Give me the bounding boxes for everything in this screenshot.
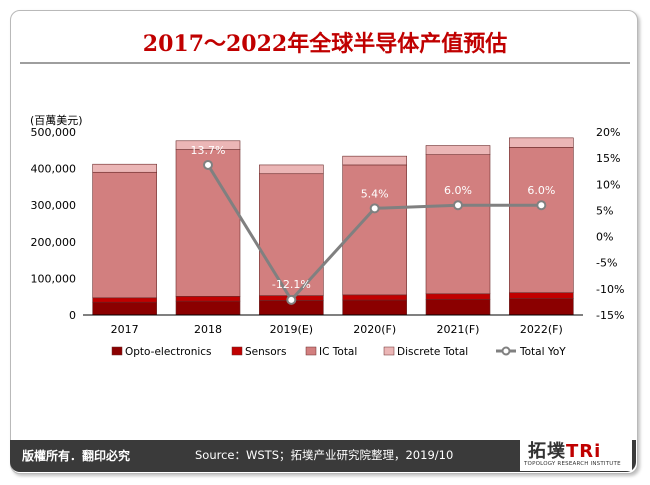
logo-text: 拓墣 (528, 441, 566, 462)
y-tick-label: 500,000 (31, 126, 77, 139)
legend-label: Total YoY (519, 346, 566, 358)
y2-tick-label: 20% (596, 126, 620, 139)
legend-marker (501, 346, 511, 356)
x-tick-label: 2019(E) (270, 323, 314, 336)
x-tick-label: 2022(F) (520, 323, 563, 336)
yoy-data-label: 6.0% (527, 184, 555, 197)
yoy-data-label: -12.1% (272, 278, 311, 291)
y2-tick-label: 15% (596, 152, 620, 165)
bar-segment (92, 297, 157, 303)
copyright-notice: 版權所有．翻印必究 (22, 449, 131, 463)
bar-segment (509, 298, 574, 316)
bar-segment (509, 292, 574, 299)
bar-segment (259, 164, 324, 175)
y-axis-label: (百萬美元) (30, 114, 83, 127)
yoy-point (203, 159, 213, 170)
yoy-point (286, 294, 297, 305)
legend-label: Opto-electronics (125, 346, 212, 358)
bar-segment (425, 154, 491, 295)
bar-segment (509, 147, 574, 293)
tri-logo: 拓墣TRi (528, 437, 601, 463)
yoy-data-label: 13.7% (191, 144, 226, 157)
bar-segment (92, 301, 157, 316)
yoy-point (536, 200, 547, 211)
y2-tick-label: -5% (596, 257, 617, 270)
legend-swatch (111, 346, 123, 356)
legend-label: IC Total (319, 346, 357, 358)
title-divider (20, 62, 630, 64)
logo-background (520, 437, 632, 471)
bar-segment (342, 299, 407, 316)
logo-subtitle: TOPOLOGY RESEARCH INSTITUTE (524, 461, 621, 467)
legend-label: Discrete Total (397, 346, 468, 358)
yoy-data-label: 5.4% (361, 187, 389, 200)
bar-segment (342, 294, 407, 301)
bar-segment (509, 137, 574, 148)
y2-tick-label: 5% (596, 204, 613, 217)
bar-segment (342, 155, 407, 166)
bar-segment (175, 296, 241, 302)
legend-swatch (231, 346, 243, 356)
legend-swatch (383, 346, 395, 356)
y-tick-label: 0 (69, 309, 76, 322)
y2-tick-label: -15% (596, 309, 624, 322)
x-tick-label: 2021(F) (437, 323, 480, 336)
bar-segment (175, 140, 241, 150)
bar-segment (92, 163, 157, 173)
legend-label: Sensors (245, 346, 286, 358)
yoy-point (453, 200, 463, 211)
yoy-data-label: 6.0% (444, 184, 472, 197)
y-tick-label: 300,000 (31, 199, 77, 212)
bar-segment (425, 145, 491, 155)
x-tick-label: 2018 (194, 323, 222, 336)
yoy-point (369, 203, 380, 214)
y2-tick-label: 0% (596, 231, 613, 244)
x-tick-label: 2017 (111, 323, 139, 336)
bar-segment (175, 149, 241, 297)
y-tick-label: 400,000 (31, 163, 77, 176)
legend-swatch (305, 346, 317, 356)
bar-segment (425, 298, 491, 316)
logo-tri-text: TRi (566, 441, 602, 462)
y2-tick-label: 10% (596, 178, 620, 191)
x-tick-label: 2020(F) (353, 323, 396, 336)
bar-segment (342, 164, 407, 296)
y-tick-label: 200,000 (31, 236, 77, 249)
bar-segment (175, 300, 241, 316)
y-tick-label: 100,000 (31, 272, 77, 285)
bar-segment (425, 293, 491, 300)
chart-title: 2017～2022年全球半导体产值预估 (142, 31, 508, 57)
bar-segment (92, 171, 157, 299)
source-note: Source：WSTS；拓墣产业研究院整理，2019/10 (195, 448, 454, 462)
y2-tick-label: -10% (596, 283, 624, 296)
